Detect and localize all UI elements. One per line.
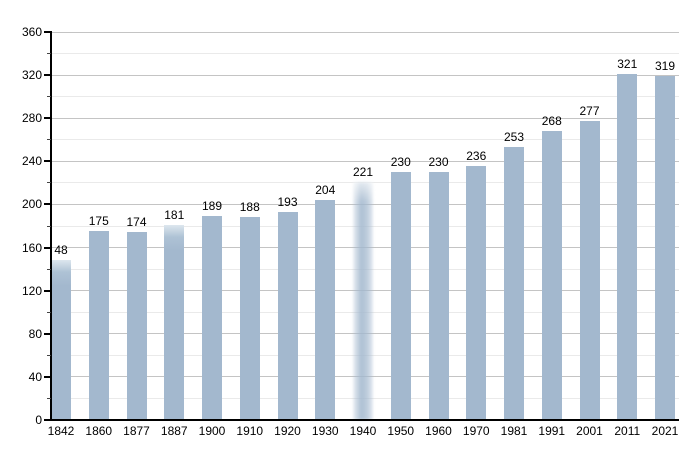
y-tick-label: 360 [21,25,42,39]
bar-2021 [655,76,675,420]
y-axis-major-tick [44,332,51,335]
x-tick-label: 1940 [349,424,377,438]
bar-1950 [390,172,411,420]
chart-title [0,0,1,1]
bar-1900 [202,216,222,420]
x-tick-label: 1842 [47,424,75,438]
y-axis-minor-tick [47,354,51,356]
y-axis-major-tick [44,419,51,421]
gridline-major [52,74,679,76]
bar-value-label: 253 [503,130,525,145]
gridline-major [52,117,679,119]
x-tick-label: 1950 [387,424,415,438]
y-tick-label: 80 [28,326,42,341]
y-axis-major-tick [44,117,51,120]
y-axis-minor-tick [47,96,51,98]
gridline-major [52,31,679,33]
y-axis-minor-tick [47,397,51,399]
y-tick-label: 240 [21,154,42,169]
y-axis-minor-tick [47,225,51,227]
bar-1887 [164,224,185,420]
bar-2011 [617,74,638,420]
bar-1910 [239,217,260,420]
gridline-minor [52,96,679,98]
bar-value-label: 230 [390,155,411,170]
bar-1970 [466,165,487,420]
y-axis-minor-tick [47,268,51,270]
bar-value-label: 175 [88,214,109,229]
bar-1877 [126,232,147,420]
bar-value-label: 221 [352,164,374,179]
bar-value-label: 236 [466,148,487,163]
bar-2001 [579,121,600,420]
x-tick-label: 1960 [425,424,452,438]
y-axis-major-tick [44,203,51,206]
x-tick-label: 1970 [462,424,490,438]
bar-value-label: 189 [201,199,223,214]
x-tick-label: 2021 [651,424,679,438]
bar-value-label: 230 [428,155,449,170]
bar-1991 [541,131,562,420]
y-tick-label: 160 [21,240,42,255]
bar-value-label: 268 [541,114,562,129]
bar-1930 [315,200,336,420]
bar-value-label: 188 [239,200,260,215]
gridline-minor [52,53,679,55]
y-tick-label: 280 [21,111,42,126]
x-tick-label: 1920 [274,424,301,438]
y-axis-line [50,31,52,421]
y-axis-major-tick [44,289,51,292]
y-axis-minor-tick [47,311,51,313]
x-tick-label: 1991 [538,424,566,438]
bar-1860 [88,231,109,420]
y-axis-major-tick [44,160,51,163]
bar-value-label: 277 [579,104,600,119]
x-tick-label: 2011 [614,424,641,438]
bar-1960 [428,172,449,420]
y-tick-label: 320 [21,68,42,83]
gridline-minor [52,139,679,141]
bar-1920 [277,211,298,420]
bar-value-label: 181 [164,207,185,222]
bar-1842 [51,260,71,420]
x-tick-label: 1877 [123,424,150,438]
gridline-major [52,160,679,162]
y-tick-label: 200 [21,197,42,212]
bar-value-label: 321 [617,57,638,72]
bar-value-label: 204 [315,183,336,198]
y-axis-major-tick [44,31,51,33]
bar-value-label: 319 [654,59,676,74]
bar-value-label: 174 [126,215,147,230]
y-axis-major-tick [44,375,51,378]
y-axis-major-tick [44,246,51,249]
bar-1940 [353,181,373,420]
x-tick-label: 1981 [500,424,528,438]
x-tick-label: 1860 [85,424,113,438]
x-tick-label: 2001 [576,424,603,438]
x-tick-label: 1900 [198,424,226,438]
y-tick-label: 120 [21,283,42,298]
x-axis-line [50,419,679,421]
x-tick-label: 1930 [311,424,339,438]
y-axis-minor-tick [47,182,51,184]
x-tick-label: 1887 [160,424,188,438]
y-axis-minor-tick [47,53,51,55]
bar-value-label: 48 [54,243,68,258]
y-axis-minor-tick [47,139,51,141]
y-axis-major-tick [44,74,51,77]
x-tick-label: 1910 [236,424,264,438]
bar-value-label: 193 [277,194,298,209]
y-tick-label: 40 [28,369,42,384]
y-tick-label: 0 [35,413,42,427]
bar-1981 [504,147,524,420]
